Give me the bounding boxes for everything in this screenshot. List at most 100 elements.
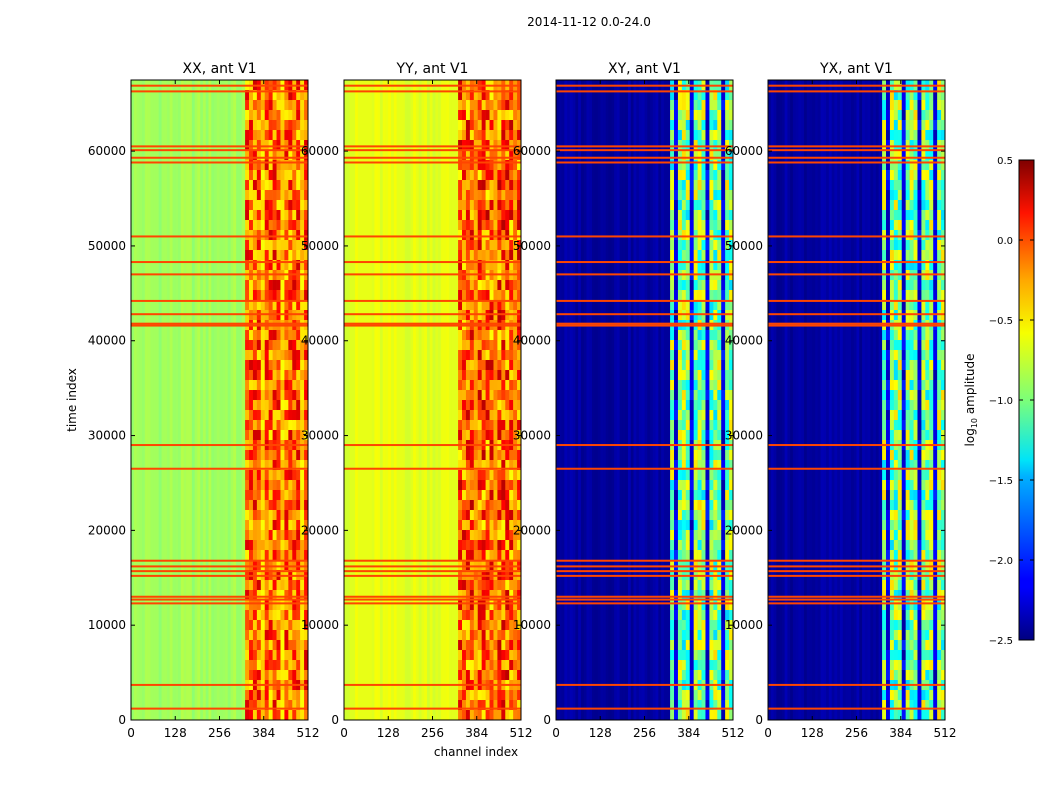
flagged-row: [344, 322, 521, 325]
heatmap-cell: [288, 180, 293, 191]
heatmap-cell: [465, 660, 471, 671]
heatmap-cell: [917, 160, 922, 171]
heatmap-cell: [693, 420, 698, 431]
heatmap-cell: [897, 660, 903, 671]
heatmap-cell: [721, 650, 726, 661]
heatmap-cell: [288, 670, 293, 681]
heatmap-cell: [689, 560, 694, 571]
heatmap-cell: [921, 250, 926, 261]
heatmap-cell: [713, 340, 718, 351]
heatmap-cell: [713, 520, 718, 531]
heatmap-cell: [501, 580, 506, 591]
heatmap-cell: [721, 480, 726, 491]
heatmap-cell: [458, 130, 463, 141]
heatmap-cell: [670, 150, 675, 161]
heatmap-cell: [252, 230, 258, 241]
heatmap-cell: [458, 280, 463, 291]
heatmap-cell: [685, 290, 691, 301]
heatmap-cell: [685, 300, 691, 311]
heatmap-cell: [882, 640, 887, 651]
heatmap-cell: [897, 290, 903, 301]
heatmap-cell: [300, 390, 305, 401]
heatmap-cell: [458, 670, 463, 681]
heatmap-cell: [886, 500, 891, 511]
heatmap-cell: [893, 420, 899, 431]
heatmap-cell: [276, 280, 281, 291]
heatmap-column: [391, 80, 395, 720]
heatmap-cell: [933, 300, 938, 311]
heatmap-cell: [681, 130, 687, 141]
heatmap-cell: [268, 330, 273, 341]
heatmap-cell: [941, 590, 945, 601]
heatmap-cell: [300, 670, 305, 681]
heatmap-cell: [489, 290, 494, 301]
heatmap-cell: [705, 230, 710, 241]
heatmap-cell: [245, 120, 250, 131]
heatmap-cell: [933, 700, 938, 711]
heatmap-cell: [677, 150, 683, 161]
heatmap-cell: [465, 620, 471, 631]
heatmap-cell: [729, 130, 733, 141]
heatmap-cell: [913, 500, 918, 511]
heatmap-cell: [296, 180, 301, 191]
heatmap-cell: [941, 550, 945, 561]
heatmap-cell: [901, 330, 906, 341]
heatmap-cell: [674, 470, 679, 481]
heatmap-cell: [929, 330, 934, 341]
heatmap-cell: [256, 360, 262, 371]
heatmap-cell: [677, 660, 683, 671]
heatmap-cell: [897, 110, 903, 121]
heatmap-cell: [941, 710, 945, 720]
heatmap-cell: [913, 650, 918, 661]
heatmap-cell: [713, 590, 718, 601]
heatmap-cell: [489, 380, 494, 391]
heatmap-cell: [889, 120, 895, 131]
heatmap-cell: [272, 210, 277, 221]
heatmap-cell: [721, 100, 726, 111]
y-tick-label: 60000: [513, 144, 551, 158]
heatmap-cell: [493, 90, 498, 101]
heatmap-cell: [913, 600, 918, 611]
heatmap-cell: [893, 610, 899, 621]
heatmap-cell: [509, 290, 514, 301]
heatmap-cell: [296, 540, 301, 551]
heatmap-cell: [681, 120, 687, 131]
heatmap-cell: [897, 610, 903, 621]
heatmap-cell: [489, 350, 494, 361]
heatmap-cell: [497, 390, 502, 401]
heatmap-cell: [501, 670, 506, 681]
heatmap-cell: [284, 190, 289, 201]
heatmap-cell: [886, 140, 891, 151]
heatmap-cell: [260, 150, 266, 161]
heatmap-cell: [497, 240, 502, 251]
heatmap-cell: [292, 480, 297, 491]
heatmap-cell: [925, 700, 930, 711]
heatmap-cell: [458, 100, 463, 111]
heatmap-cell: [701, 150, 706, 161]
heatmap-cell: [697, 230, 702, 241]
heatmap-cell: [889, 240, 895, 251]
heatmap-cell: [717, 220, 722, 231]
y-tick-label: 20000: [513, 523, 551, 537]
heatmap-cell: [245, 170, 250, 181]
heatmap-cell: [677, 170, 683, 181]
heatmap-cell: [721, 160, 726, 171]
heatmap-cell: [252, 450, 258, 461]
heatmap-cell: [897, 580, 903, 591]
heatmap-cell: [477, 370, 482, 381]
heatmap-cell: [473, 550, 479, 561]
x-tick-label: 128: [377, 726, 400, 740]
heatmap-cell: [709, 650, 714, 661]
heatmap-cell: [925, 630, 930, 641]
heatmap-cell: [245, 490, 250, 501]
heatmap-cell: [245, 410, 250, 421]
heatmap-cell: [256, 450, 262, 461]
heatmap-cell: [501, 620, 506, 631]
heatmap-cell: [882, 200, 887, 211]
heatmap-cell: [249, 280, 254, 291]
heatmap-cell: [917, 280, 922, 291]
heatmap-cell: [469, 210, 475, 221]
heatmap-cell: [677, 180, 683, 191]
heatmap-cell: [713, 380, 718, 391]
heatmap-cell: [677, 120, 683, 131]
